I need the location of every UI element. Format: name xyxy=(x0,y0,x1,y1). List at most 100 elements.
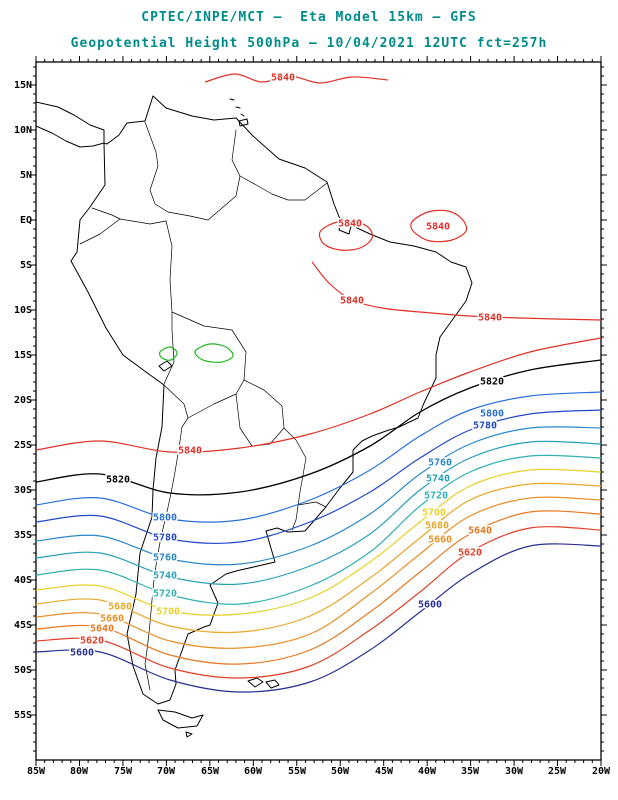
contour-label-5840: 5840 xyxy=(340,296,364,307)
latitude-label: 10N xyxy=(14,125,32,136)
longitude-label: 35W xyxy=(461,766,480,777)
latitude-label: 55S xyxy=(14,710,32,721)
contour-label-5780: 5780 xyxy=(153,533,177,544)
contour-line-5800 xyxy=(36,391,601,523)
border-peru-brazil-bolivia xyxy=(163,220,247,395)
contour-label-5760: 5760 xyxy=(428,458,452,469)
contour-label-5840: 5840 xyxy=(338,219,362,230)
longitude-label: 60W xyxy=(244,766,263,777)
contour-label-5680: 5680 xyxy=(425,521,449,532)
contour-line-5700 xyxy=(36,468,601,616)
contour-label-5740: 5740 xyxy=(153,571,177,582)
longitude-label: 75W xyxy=(114,766,133,777)
latitude-label: 50S xyxy=(14,665,32,676)
latitude-label: 30S xyxy=(14,485,32,496)
tierra-del-fuego-island xyxy=(157,709,204,738)
latitude-label: 15N xyxy=(14,80,32,91)
border-paraguay-argentina xyxy=(187,379,285,447)
contour-line-5680 xyxy=(36,482,601,634)
contour-label-5840: 5840 xyxy=(478,313,502,324)
south-america-coastline xyxy=(70,95,473,705)
longitude-label: 50W xyxy=(331,766,350,777)
contour-label-5800: 5800 xyxy=(480,409,504,420)
contour-label-5680: 5680 xyxy=(108,602,132,613)
geography-layer xyxy=(36,95,473,738)
contour-line-5600 xyxy=(36,543,601,693)
contour-line-5840 xyxy=(204,73,389,84)
contour-line-5840 xyxy=(318,220,373,251)
contour-line-5640 xyxy=(36,510,601,665)
contour-lines-layer xyxy=(36,73,601,693)
contour-label-5700: 5700 xyxy=(156,607,180,618)
latitude-labels: 15N 10N 5N EQ 5S 10S 15S 20S 25S 30S 35S 40S 45S 50S 5… xyxy=(14,80,32,721)
contour-label-5760: 5760 xyxy=(153,553,177,564)
border-venezuela-brazil-guianas xyxy=(167,129,328,221)
contour-label-5620: 5620 xyxy=(80,636,104,647)
longitude-label: 55W xyxy=(288,766,307,777)
contour-label-5840: 5840 xyxy=(426,222,450,233)
contour-line-5840 xyxy=(311,261,601,321)
contour-label-5840: 5840 xyxy=(271,73,295,84)
longitude-label: 70W xyxy=(157,766,176,777)
contour-line-5780 xyxy=(36,409,601,545)
contour-label-5820: 5820 xyxy=(480,377,504,388)
contour-label-5620: 5620 xyxy=(458,548,482,559)
contour-line-5760 xyxy=(36,426,601,566)
green-feature-contour xyxy=(194,343,234,363)
contour-line-5820 xyxy=(36,359,601,496)
contour-label-5780: 5780 xyxy=(473,421,497,432)
lake-titicaca xyxy=(158,360,173,372)
border-venezuela-colombia xyxy=(144,121,169,213)
longitude-label: 80W xyxy=(70,766,89,777)
border-chile-argentina xyxy=(144,384,189,691)
latitude-label: 45S xyxy=(14,620,32,631)
latitude-label: 15S xyxy=(14,350,32,361)
marajo-island xyxy=(338,223,352,235)
contour-label-5840: 5840 xyxy=(178,446,202,457)
latitude-label: 40S xyxy=(14,575,32,586)
contour-label-5820: 5820 xyxy=(106,475,130,486)
contour-line-5720 xyxy=(36,454,601,605)
tick-marks xyxy=(30,56,607,766)
longitude-label: 30W xyxy=(505,766,524,777)
contour-label-5660: 5660 xyxy=(428,535,452,546)
latitude-label: 25S xyxy=(14,440,32,451)
latitude-label: 5N xyxy=(20,170,32,181)
contour-line-5840 xyxy=(410,209,468,243)
latitude-label: EQ xyxy=(20,215,32,226)
contour-labels-layer: 5840 5840 5840 5840 5840 5840 5820 5820 5800 5800… xyxy=(68,71,505,660)
title-line-2: Geopotential Height 500hPa – 10/04/2021 … xyxy=(70,36,548,51)
contour-label-5720: 5720 xyxy=(153,589,177,600)
longitude-label: 45W xyxy=(375,766,394,777)
latitude-label: 10S xyxy=(14,305,32,316)
longitude-label: 20W xyxy=(592,766,611,777)
longitude-labels: 85W 80W 75W 70W 65W 60W 55W 50W 45W 40W 35W 30W 25W 2… xyxy=(27,766,611,777)
latitude-label: 5S xyxy=(20,260,32,271)
central-america-coastline xyxy=(36,101,105,148)
longitude-label: 85W xyxy=(27,766,46,777)
contour-label-5640: 5640 xyxy=(468,526,492,537)
contour-label-5720: 5720 xyxy=(424,491,448,502)
contour-label-5800: 5800 xyxy=(153,513,177,524)
contour-label-5600: 5600 xyxy=(418,600,442,611)
contour-label-5740: 5740 xyxy=(426,474,450,485)
longitude-label: 40W xyxy=(418,766,437,777)
contour-label-5660: 5660 xyxy=(100,614,124,625)
longitude-label: 25W xyxy=(548,766,567,777)
border-colombia-ecuador-peru xyxy=(79,207,167,245)
longitude-label: 65W xyxy=(201,766,220,777)
contour-line-5620 xyxy=(36,526,601,679)
green-feature-contour xyxy=(158,346,178,361)
country-borders xyxy=(79,121,328,691)
title-line-1: CPTEC/INPE/MCT – Eta Model 15km – GFS xyxy=(141,10,477,25)
map-titles: CPTEC/INPE/MCT – Eta Model 15km – GFS Ge… xyxy=(0,5,618,57)
contour-line-5740 xyxy=(36,440,601,586)
falkland-islands xyxy=(247,677,280,689)
contour-line-5840 xyxy=(36,337,601,453)
contour-label-5640: 5640 xyxy=(90,624,114,635)
contour-label-5700: 5700 xyxy=(422,508,446,519)
map-frame xyxy=(35,61,602,761)
contour-line-5660 xyxy=(36,496,601,649)
